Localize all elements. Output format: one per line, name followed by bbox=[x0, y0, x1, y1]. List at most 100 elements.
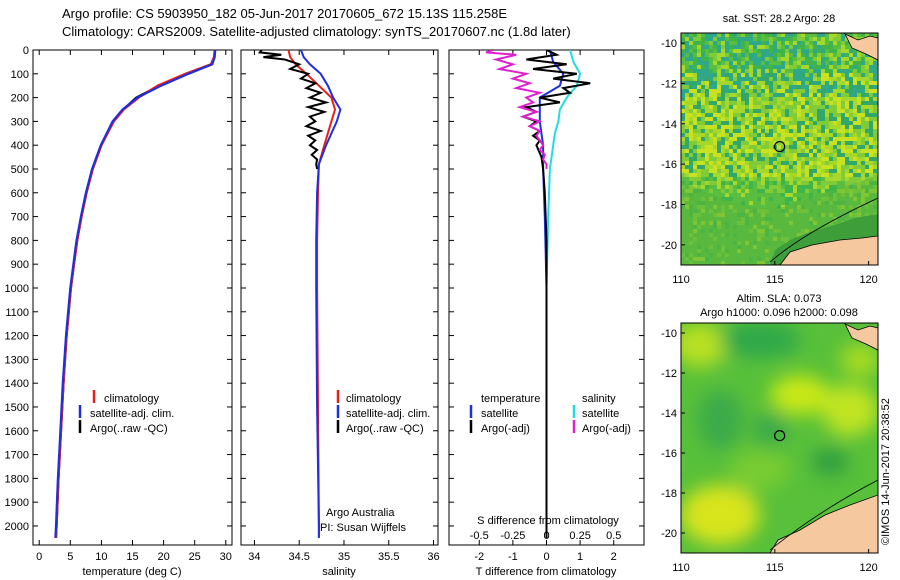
difference-legend: temperature satellite Argo(-adj) salinit… bbox=[469, 393, 631, 435]
sla-map-title2: Argo h1000: 0.096 h2000: 0.098 bbox=[700, 307, 858, 319]
map-y-tick-label: -18 bbox=[661, 199, 677, 211]
s-tick-label: 0.25 bbox=[569, 530, 590, 542]
depth-tick-label: 1000 bbox=[5, 283, 29, 295]
salinity-panel bbox=[240, 49, 439, 546]
map-x-tick-label: 110 bbox=[672, 562, 690, 574]
x-tick-label: 0 bbox=[543, 551, 549, 563]
legend-argo-label: Argo(..raw -QC) bbox=[346, 423, 424, 435]
map-y-tick-label: -14 bbox=[661, 408, 677, 420]
x-tick-label: 25 bbox=[189, 551, 201, 563]
depth-tick-label: 1300 bbox=[5, 354, 29, 366]
depth-tick-label: 700 bbox=[11, 212, 29, 224]
depth-tick-label: 100 bbox=[11, 69, 29, 81]
sst-map-title: sat. SST: 28.2 Argo: 28 bbox=[723, 13, 836, 25]
x-tick-label: -1 bbox=[508, 551, 518, 563]
x-tick-label: 20 bbox=[157, 551, 169, 563]
sla-map-title1: Altim. SLA: 0.073 bbox=[737, 293, 822, 305]
s-tick-label: 0.5 bbox=[606, 530, 621, 542]
difference-profiles bbox=[485, 50, 591, 538]
map-y-tick-label: -16 bbox=[661, 159, 677, 171]
legend-s-argo-label: Argo(-adj) bbox=[582, 423, 631, 435]
difference-line-s-argo-adj- bbox=[485, 50, 548, 169]
legend-t-satellite-label: satellite bbox=[481, 408, 518, 420]
map-y-tick-label: -20 bbox=[661, 528, 677, 540]
x-tick-label: 2 bbox=[611, 551, 617, 563]
credit-line2: PI: Susan Wijffels bbox=[320, 522, 406, 534]
depth-axis: 0 100 200 300 400 500 600 700 800 900 1000 1100 1200… bbox=[5, 45, 644, 533]
depth-tick-label: 600 bbox=[11, 188, 29, 200]
temperature-xlabel: temperature (deg C) bbox=[82, 566, 181, 578]
legend-argo-label: Argo(..raw -QC) bbox=[90, 423, 168, 435]
legend-salinity-title: salinity bbox=[582, 393, 616, 405]
x-tick-label: 34 bbox=[248, 551, 260, 563]
depth-tick-label: 500 bbox=[11, 164, 29, 176]
sst-argo-position-marker bbox=[774, 140, 786, 153]
x-tick-label: 15 bbox=[126, 551, 138, 563]
sla-map bbox=[681, 323, 878, 553]
legend-climatology-label: climatology bbox=[346, 393, 402, 405]
credit-line1: Argo Australia bbox=[326, 507, 395, 519]
salinity-x-axis: 34 34.5 35 35.5 36 bbox=[248, 50, 440, 563]
salinity-line-argo-raw-qc- bbox=[257, 50, 330, 170]
salinity-legend: climatology satellite-adj. clim. Argo(..… bbox=[336, 390, 430, 435]
temperature-line-satellite-adj-clim- bbox=[54, 50, 217, 538]
x-tick-label: 36 bbox=[427, 551, 439, 563]
x-tick-label: 35.5 bbox=[378, 551, 399, 563]
map-y-tick-label: -10 bbox=[661, 328, 677, 340]
temperature-x-axis: 0 5 10 15 20 25 30 bbox=[36, 50, 232, 563]
depth-tick-label: 1800 bbox=[5, 473, 29, 485]
x-tick-label: 10 bbox=[95, 551, 107, 563]
salinity-profiles bbox=[257, 50, 342, 538]
map-y-tick-label: -16 bbox=[661, 448, 677, 460]
temperature-legend: climatology satellite-adj. clim. Argo(..… bbox=[78, 390, 174, 435]
depth-tick-label: 1100 bbox=[5, 307, 29, 319]
depth-tick-label: 1400 bbox=[5, 378, 29, 390]
map-y-tick-label: -12 bbox=[661, 78, 677, 90]
depth-tick-label: 800 bbox=[11, 235, 29, 247]
x-tick-label: 30 bbox=[220, 551, 232, 563]
x-tick-label: 0 bbox=[36, 551, 42, 563]
map-x-tick-label: 115 bbox=[766, 562, 784, 574]
s-difference-label: S difference from climatology bbox=[477, 515, 619, 527]
map-x-tick-label: 110 bbox=[672, 274, 690, 286]
x-tick-label: 34.5 bbox=[288, 551, 309, 563]
depth-tick-label: 300 bbox=[11, 116, 29, 128]
legend-satellite-label: satellite-adj. clim. bbox=[346, 408, 430, 420]
map-y-tick-label: -10 bbox=[661, 38, 677, 50]
s-tick-label: -0.25 bbox=[500, 530, 525, 542]
sst-map bbox=[681, 33, 878, 265]
depth-tick-label: 200 bbox=[11, 93, 29, 105]
map-y-tick-label: -20 bbox=[661, 240, 677, 252]
t-difference-label: T difference from climatology bbox=[476, 566, 617, 578]
plot-title-line2: Climatology: CARS2009. Satellite-adjuste… bbox=[62, 24, 571, 39]
plot-title-line1: Argo profile: CS 5903950_182 05-Jun-2017… bbox=[62, 6, 508, 21]
depth-tick-label: 400 bbox=[11, 140, 29, 152]
depth-tick-label: 1700 bbox=[5, 450, 29, 462]
map-y-tick-label: -14 bbox=[661, 119, 677, 131]
depth-tick-label: 1900 bbox=[5, 497, 29, 509]
legend-s-satellite-label: satellite bbox=[582, 408, 619, 420]
depth-tick-label: 0 bbox=[23, 45, 29, 57]
legend-climatology-label: climatology bbox=[104, 393, 160, 405]
x-tick-label: 5 bbox=[67, 551, 73, 563]
depth-tick-label: 1600 bbox=[5, 426, 29, 438]
depth-tick-label: 1500 bbox=[5, 402, 29, 414]
legend-t-argo-label: Argo(-adj) bbox=[481, 423, 530, 435]
x-tick-label: -2 bbox=[474, 551, 484, 563]
depth-tick-label: 900 bbox=[11, 259, 29, 271]
sla-map-axes: 110 115 120 -10 -12 -14 -16 -18 -20 bbox=[661, 328, 878, 574]
depth-tick-label: 1200 bbox=[5, 331, 29, 343]
legend-temperature-title: temperature bbox=[481, 393, 540, 405]
map-y-tick-label: -12 bbox=[661, 368, 677, 380]
x-tick-label: 1 bbox=[577, 551, 583, 563]
legend-satellite-label: satellite-adj. clim. bbox=[90, 408, 174, 420]
x-tick-label: 35 bbox=[338, 551, 350, 563]
map-x-tick-label: 115 bbox=[766, 274, 784, 286]
map-x-tick-label: 120 bbox=[859, 562, 877, 574]
sst-map-axes: 110 115 120 -10 -12 -14 -16 -18 -20 bbox=[661, 38, 878, 286]
sla-argo-position-marker bbox=[774, 430, 786, 442]
salinity-line-satellite-adj-clim- bbox=[300, 50, 342, 538]
depth-tick-label: 2000 bbox=[5, 521, 29, 533]
map-x-tick-label: 120 bbox=[859, 274, 877, 286]
